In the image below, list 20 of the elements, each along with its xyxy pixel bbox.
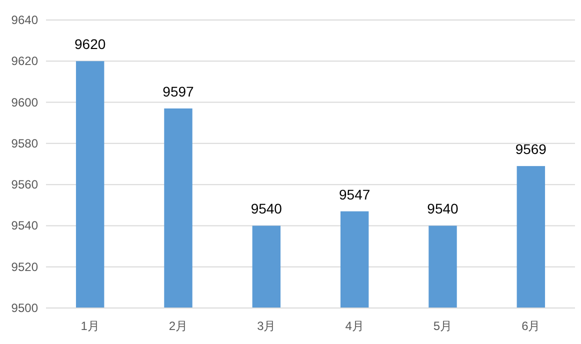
x-tick-label: 3月 xyxy=(257,319,276,333)
data-label: 9540 xyxy=(250,200,282,217)
y-tick-label: 9500 xyxy=(11,301,38,315)
x-tick-label: 2月 xyxy=(168,319,188,333)
x-tick-label: 6月 xyxy=(522,319,540,333)
x-tick-label: 1月 xyxy=(80,319,100,333)
data-label: 9547 xyxy=(339,186,370,202)
y-tick-label: 9540 xyxy=(11,218,38,233)
y-tick-label: 9560 xyxy=(11,178,38,192)
x-tick-label: 5月 xyxy=(433,319,452,333)
data-label: 9620 xyxy=(74,36,106,52)
y-tick-label: 9640 xyxy=(11,13,38,27)
y-tick-label: 9580 xyxy=(11,136,38,150)
data-label: 9597 xyxy=(162,83,194,100)
y-tick-label: 9600 xyxy=(11,95,38,110)
x-tick-label: 4月 xyxy=(345,319,364,333)
y-tick-label: 9620 xyxy=(11,54,38,68)
y-tick-label: 9520 xyxy=(11,260,38,274)
data-label: 9569 xyxy=(515,141,547,158)
data-label: 9540 xyxy=(427,200,459,217)
